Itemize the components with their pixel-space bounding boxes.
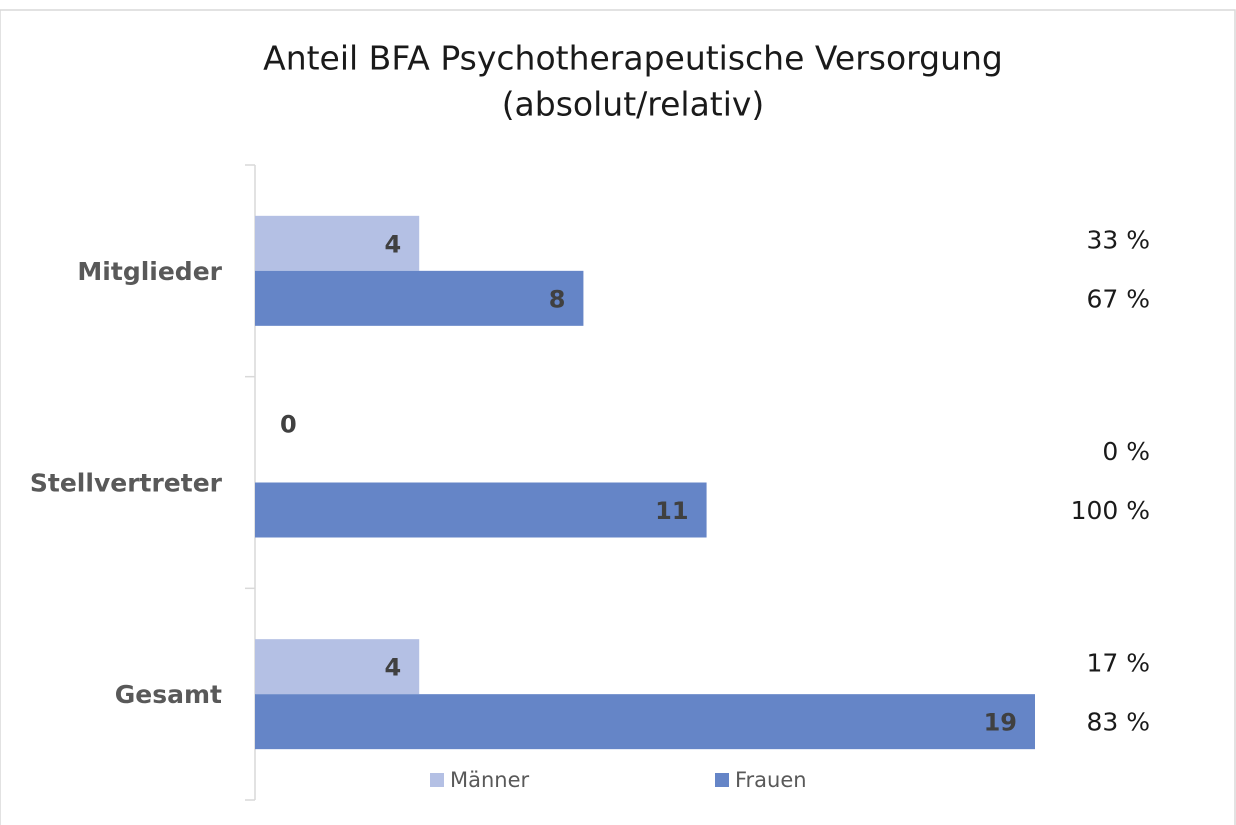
percent-label: 0 % (1102, 437, 1150, 466)
category-label: Mitglieder (77, 257, 222, 286)
percent-label: 33 % (1086, 225, 1150, 254)
legend-label: Frauen (735, 768, 807, 792)
value-label: 11 (655, 497, 688, 525)
value-label: 8 (549, 285, 566, 313)
value-label: 19 (984, 709, 1017, 737)
legend-swatch (715, 773, 729, 787)
percent-label: 67 % (1086, 284, 1150, 313)
chart-title: (absolut/relativ) (502, 85, 765, 124)
percent-label: 83 % (1086, 708, 1150, 737)
category-label: Stellvertreter (30, 469, 223, 498)
bar (255, 270, 584, 326)
percent-label: 17 % (1086, 649, 1150, 678)
category-label: Gesamt (115, 680, 222, 709)
legend-label: Männer (450, 768, 530, 792)
value-label: 4 (385, 230, 402, 258)
bar (255, 215, 420, 271)
legend-swatch (430, 773, 444, 787)
bar (255, 694, 1035, 750)
value-label: 0 (280, 411, 297, 439)
chart-title: Anteil BFA Psychotherapeutische Versorgu… (263, 39, 1003, 78)
value-label: 4 (385, 654, 402, 682)
bar (255, 482, 707, 538)
bar (255, 639, 420, 695)
chart-frame (0, 9, 1236, 825)
percent-label: 100 % (1071, 496, 1150, 525)
